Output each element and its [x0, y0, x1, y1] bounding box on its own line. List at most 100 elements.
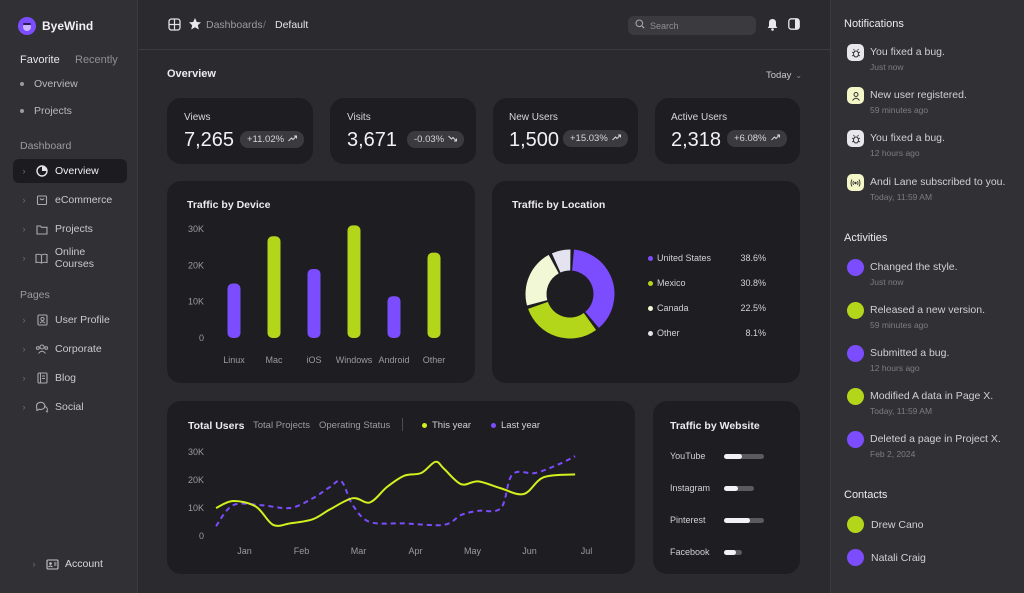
sidebar-item-online-courses[interactable]: › Online Courses [13, 246, 127, 270]
bullet-icon [20, 82, 24, 86]
bar-other[interactable] [427, 252, 441, 338]
legend-label: United States [657, 253, 712, 263]
notification-time: Just now [870, 62, 904, 72]
sidebar-item-corporate[interactable]: › Corporate [13, 337, 127, 361]
operating-status-tab[interactable]: Operating Status [319, 420, 391, 431]
y-tick-label: 10K [188, 297, 204, 307]
overview-title: Overview [167, 68, 216, 80]
activity-time: Just now [870, 277, 904, 287]
sidebar-item-projects[interactable]: › Projects [13, 217, 127, 241]
activity-text: Changed the style. [870, 261, 958, 273]
y-tick-label: 30K [188, 447, 204, 457]
sidebar-item-ecommerce[interactable]: › eCommerce [13, 188, 127, 212]
traffic-by-location-card: Traffic by Location United States 38.6% … [492, 181, 800, 383]
y-tick-label: 20K [188, 260, 204, 270]
donut-slice-united-states[interactable] [572, 249, 615, 328]
legend-last-year: Last year [491, 420, 540, 431]
bar-windows[interactable] [347, 225, 361, 338]
sidebar-toggle-icon[interactable] [168, 18, 181, 34]
stat-card-active-users: Active Users 2,318 +6.08% [655, 98, 800, 164]
chat-bubbles-icon [35, 401, 49, 413]
sidebar-item-overview[interactable]: › Overview [13, 159, 127, 183]
contact-item[interactable]: Natali Craig [847, 549, 926, 566]
stat-value: 2,318 [671, 129, 722, 151]
chevron-right-icon: › [22, 253, 26, 263]
avatar [847, 431, 864, 448]
main-content: Dashboards / Default Search Overview Tod… [139, 0, 830, 593]
bug-icon [847, 130, 864, 147]
breadcrumb-dashboards[interactable]: Dashboards [206, 19, 263, 31]
activity-time: 12 hours ago [870, 363, 920, 373]
legend-value: 38.6% [740, 253, 766, 263]
y-tick-label: 10K [188, 503, 204, 513]
total-users-tab[interactable]: Total Users [188, 420, 245, 432]
chevron-right-icon: › [22, 224, 26, 234]
breadcrumb-default[interactable]: Default [275, 19, 309, 31]
total-users-line-chart: 30K 20K 10K 0 Jan Feb Mar Apr May Jun Jul [188, 447, 592, 556]
total-projects-tab[interactable]: Total Projects [253, 420, 311, 431]
location-donut-chart [525, 249, 615, 339]
brand[interactable]: ByeWind [18, 17, 93, 35]
bar-android[interactable] [387, 296, 401, 338]
sidebar: ByeWind Favorite Recently Overview Proje… [0, 0, 138, 593]
sidebar-item-user-profile[interactable]: › User Profile [13, 308, 127, 332]
stat-change: +11.02% [247, 134, 285, 145]
sidebar-item-social[interactable]: › Social [13, 395, 127, 419]
stat-label: Active Users [671, 112, 728, 123]
donut-slice-mexico[interactable] [528, 301, 597, 339]
panel-toggle-icon[interactable] [788, 18, 800, 33]
y-tick-label: 0 [199, 333, 204, 343]
bar-linux[interactable] [227, 283, 241, 339]
top-bar: Dashboards / Default Search [139, 0, 830, 50]
series-line-this-year [215, 460, 576, 527]
website-bar [724, 517, 764, 523]
contacts-title: Contacts [844, 489, 888, 501]
legend-dot-icon [648, 305, 653, 311]
stat-value: 7,265 [184, 129, 235, 151]
traffic-by-website-card: Traffic by Website YouTube Instagram Pin… [653, 401, 800, 574]
x-tick-label: Android [378, 355, 409, 365]
bullet-icon [20, 109, 24, 113]
search-input[interactable]: Search [628, 16, 756, 35]
avatar [847, 549, 864, 566]
trend-up-icon [288, 134, 298, 145]
favorite-item-projects[interactable]: Projects [20, 105, 72, 117]
bar-ios[interactable] [307, 268, 321, 338]
sidebar-item-label: Social [55, 401, 84, 413]
sidebar-item-blog[interactable]: › Blog [13, 366, 127, 390]
x-tick-label: Jan [237, 546, 252, 556]
contact-item[interactable]: Drew Cano [847, 516, 924, 533]
sidebar-item-account[interactable]: › Account [23, 552, 137, 576]
search-placeholder: Search [650, 20, 679, 31]
stat-label: New Users [509, 112, 558, 123]
legend-item-other: Other 8.1% [648, 326, 766, 340]
favorite-item-overview[interactable]: Overview [20, 78, 78, 90]
tab-recently[interactable]: Recently [75, 54, 118, 66]
tab-favorite[interactable]: Favorite [20, 54, 60, 66]
bell-icon[interactable] [767, 18, 778, 34]
sidebar-item-label: Corporate [55, 343, 102, 355]
donut-slice-other[interactable] [551, 249, 571, 273]
legend-item-canada: Canada 22.5% [648, 301, 766, 315]
x-tick-label: Jun [522, 546, 537, 556]
avatar [847, 259, 864, 276]
stat-value: 3,671 [347, 129, 398, 151]
sidebar-item-label: Account [65, 558, 103, 570]
activity-time: Feb 2, 2024 [870, 449, 916, 459]
chevron-right-icon: › [32, 559, 36, 569]
activity-text: Modified A data in Page X. [870, 390, 994, 402]
activities-title: Activities [844, 232, 888, 244]
donut-slice-canada[interactable] [525, 254, 559, 306]
range-dropdown[interactable]: Today ⌄ [766, 70, 802, 81]
stat-card-views: Views 7,265 +11.02% [167, 98, 313, 164]
avatar [847, 516, 864, 533]
legend-dot-icon [648, 255, 653, 261]
legend-dot-icon [491, 423, 496, 428]
stat-change: +6.08% [734, 133, 767, 144]
star-icon[interactable] [188, 17, 202, 34]
website-row-youtube: YouTube [670, 450, 785, 462]
website-row-pinterest: Pinterest [670, 514, 785, 526]
notebook-icon [35, 372, 49, 384]
notifications-title: Notifications [844, 18, 904, 30]
bar-mac[interactable] [267, 236, 281, 338]
